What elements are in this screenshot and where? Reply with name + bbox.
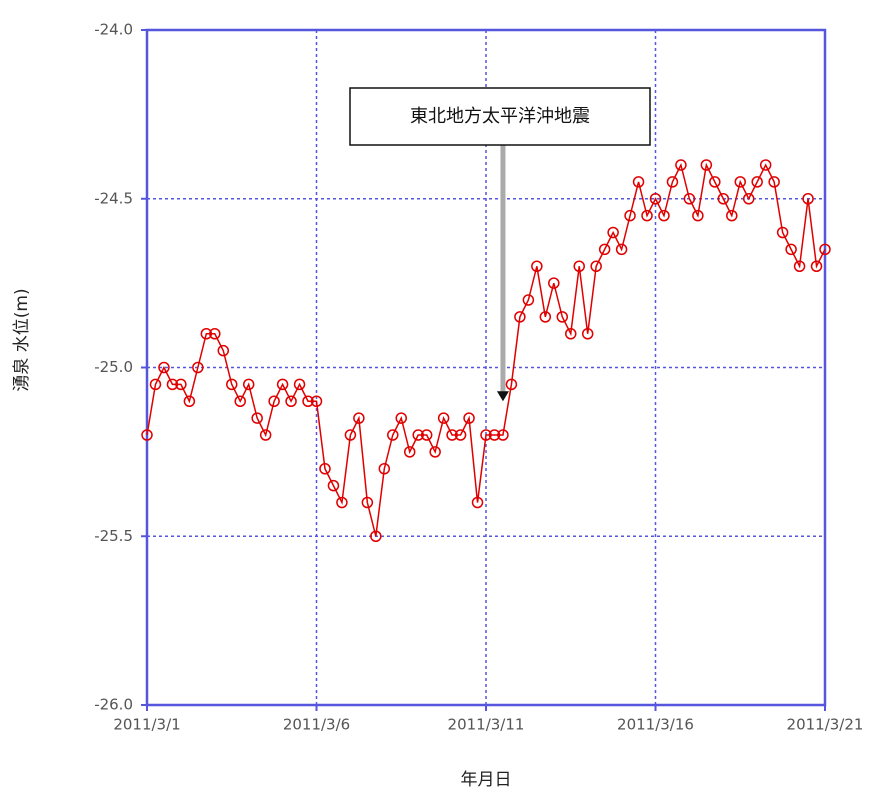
data-point [573, 260, 585, 272]
data-point [293, 378, 306, 391]
data-point [158, 361, 170, 374]
data-point [336, 496, 348, 509]
x-tick-label: 2011/3/11 [448, 716, 525, 734]
data-point [387, 429, 399, 441]
data-point [412, 429, 424, 441]
data-point [590, 260, 602, 272]
data-point [802, 193, 814, 205]
data-point [565, 328, 577, 340]
annotation-text: 東北地方太平洋沖地震 [410, 106, 590, 127]
data-point [632, 176, 645, 188]
x-tick-label: 2011/3/21 [787, 716, 864, 734]
y-axis-title: 湧泉 水位(m) [12, 288, 32, 391]
data-point [319, 463, 331, 475]
data-point [548, 277, 560, 289]
data-point [556, 311, 569, 323]
data-point [666, 176, 679, 188]
x-tick-label: 2011/3/6 [283, 716, 350, 734]
data-point [734, 176, 746, 188]
data-point [751, 176, 763, 188]
data-point [183, 395, 196, 407]
data-point [251, 412, 263, 424]
data-point [175, 378, 187, 391]
data-point [819, 243, 831, 256]
data-point [624, 209, 636, 222]
data-point [759, 159, 772, 171]
data-point [378, 463, 391, 475]
data-point [310, 395, 323, 407]
data-point [209, 328, 221, 340]
data-point [531, 260, 543, 272]
data-point [200, 328, 213, 340]
data-point [581, 328, 594, 340]
y-tick-label: -24.0 [94, 21, 133, 39]
data-point [141, 429, 153, 441]
data-point [709, 176, 721, 188]
data-point [742, 193, 755, 205]
data-point [776, 226, 789, 239]
data-point [810, 260, 823, 272]
data-point [395, 412, 407, 424]
data-point [692, 209, 704, 222]
plot-frame [145, 28, 827, 707]
data-point [327, 479, 340, 492]
y-tick-label: -25.5 [94, 527, 133, 545]
data-point [505, 378, 518, 391]
annotation-box [349, 87, 651, 146]
data-point [675, 159, 687, 171]
data-point [598, 243, 611, 256]
x-tick-label: 2011/3/16 [617, 716, 694, 734]
data-point [420, 429, 433, 441]
data-point [268, 395, 280, 407]
data-point [242, 378, 255, 391]
data-point [514, 311, 526, 323]
data-point [658, 209, 670, 222]
data-point [700, 159, 713, 171]
data-point [454, 429, 467, 441]
data-point [370, 530, 382, 542]
data-point [463, 412, 475, 424]
data-point [768, 176, 780, 188]
data-point [234, 395, 246, 407]
data-point [649, 193, 662, 205]
data-point [437, 412, 450, 424]
data-point [344, 429, 357, 441]
data-point [276, 378, 289, 391]
data-point [539, 311, 552, 323]
data-point [302, 395, 314, 407]
data-point [683, 193, 696, 205]
data-point [192, 361, 204, 374]
data-point [361, 496, 374, 509]
data-point [717, 193, 730, 205]
x-axis-title: 年月日 [461, 770, 512, 790]
data-point [446, 429, 458, 441]
data-point [785, 243, 797, 256]
data-point [471, 496, 484, 509]
data-point [641, 209, 653, 222]
annotation-arrowhead [496, 391, 509, 402]
y-tick-label: -25.0 [94, 358, 133, 376]
data-point [607, 226, 619, 239]
data-point [480, 429, 492, 441]
data-point [615, 243, 628, 256]
data-point [488, 429, 501, 441]
data-point [166, 378, 179, 391]
data-point [149, 378, 162, 391]
data-point [497, 429, 509, 441]
series-line [146, 162, 826, 537]
data-point [403, 446, 416, 458]
data-point [285, 395, 297, 407]
data-point [353, 412, 365, 424]
data-point [217, 344, 230, 357]
y-tick-label: -26.0 [94, 696, 133, 714]
data-point [429, 446, 441, 458]
data-point [726, 209, 738, 222]
y-tick-label: -24.5 [94, 189, 133, 207]
data-point [226, 378, 238, 391]
data-point [259, 429, 272, 441]
x-tick-label: 2011/3/1 [113, 716, 180, 734]
data-point [522, 294, 535, 306]
data-point [793, 260, 806, 272]
